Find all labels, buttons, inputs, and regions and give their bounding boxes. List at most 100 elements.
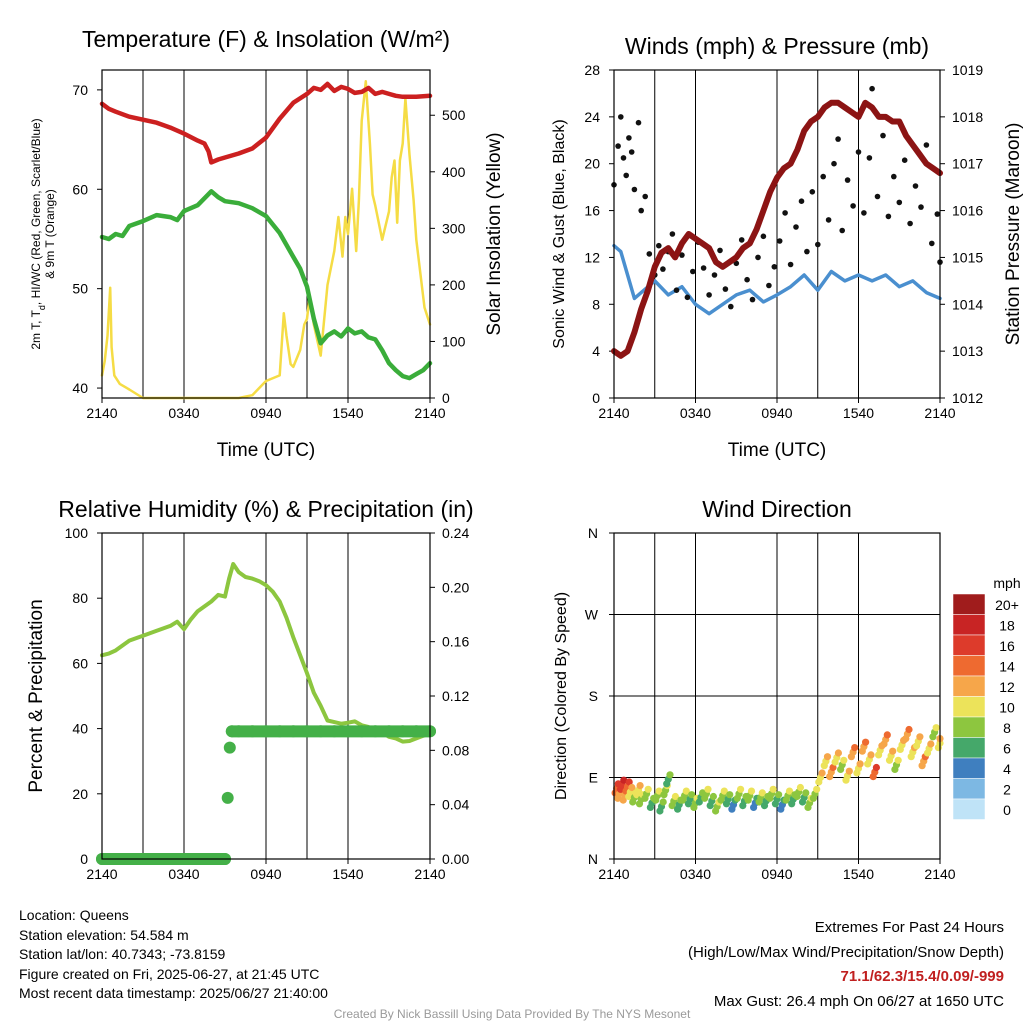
gust-point [760,233,767,240]
gust-point [635,119,642,126]
direction-point [845,767,853,775]
legend-label: 20+ [995,597,1019,613]
x-tick-label: 0340 [680,405,711,421]
gust-point [934,211,941,217]
y-tick-label: 100 [65,525,89,541]
direction-point [720,787,728,795]
y2-tick-label: 0.04 [442,797,469,813]
y2-tick-label: 400 [442,164,466,180]
gust-point [749,296,756,303]
legend-label: 8 [1003,720,1011,736]
x-tick-label: 2140 [598,405,629,421]
y-tick-label: S [589,688,598,704]
y-tick-label: 40 [72,721,88,737]
x-tick-label: 2140 [86,405,117,421]
direction-point [927,740,935,748]
direction-point [840,756,848,764]
gust-point [844,177,851,183]
direction-point [796,783,805,792]
y2-tick-label: 100 [442,333,466,349]
gust-point [684,294,691,301]
y-tick-label: 28 [584,62,600,78]
direction-point [916,733,924,741]
station-info: Location: Queens Station elevation: 54.5… [19,906,328,1004]
gust-point [690,268,696,275]
gust-point [700,265,707,271]
y2-tick-label: 500 [442,107,466,123]
precip-point [223,741,236,754]
max-gust-text: Max Gust: 26.4 mph On 06/27 at 1650 UTC [713,992,1004,1010]
plot-border [613,69,941,399]
legend-label: 18 [999,618,1015,634]
winds-panel: 2140 0340 0940 1540 2140 Winds (mph) & Pressu… [551,33,1024,461]
y2-tick-label: 1018 [952,109,983,125]
gust-point [804,248,810,255]
legend-swatch [952,716,986,738]
y-axis-label-line2: & 9m T (Orange) [43,189,57,279]
direction-point [813,785,821,793]
gust-point [631,186,638,193]
gust-point [912,183,919,189]
direction-point [932,724,940,732]
legend-swatch [952,655,986,677]
credit-text: Created By Nick Bassill Using Data Provi… [333,1007,691,1021]
gust-point [839,227,845,234]
x-tick-label: 1540 [843,866,874,882]
gust-point [771,264,778,270]
direction-point [802,789,810,797]
legend-swatch [952,798,986,820]
legend-swatch [952,614,986,636]
y-axis-label: Direction (Colored By Speed) [553,592,570,800]
gust-point [923,142,930,148]
gust-point [855,149,862,155]
y2-tick-label: 1012 [952,390,983,406]
direction-point [775,791,783,799]
direction-point [636,782,644,790]
x-tick-label: 0940 [761,405,792,421]
gust-point [646,251,653,257]
direction-point [834,749,843,757]
plot-border [101,69,431,399]
y-tick-label: 80 [72,590,88,606]
gust-point [660,266,666,272]
y2-axis-label: Station Pressure (Maroon) [1003,123,1024,346]
y2-axis-label: Solar Insolation (Yellow) [484,132,505,335]
legend-label: 14 [999,659,1015,675]
direction-point [889,747,897,755]
gust-point [744,276,750,283]
gust-point [793,224,799,230]
pressure-line [611,99,943,359]
y-tick-label: 0 [80,851,88,867]
gust-point [755,254,761,261]
y-tick-label: 12 [584,249,600,265]
legend-title: mph [993,575,1020,591]
extremes-title: Extremes For Past 24 Hours [814,919,1004,936]
extremes-values: 71.1/62.3/15.4/0.09/-999 [840,968,1004,985]
gust-point [706,292,712,298]
x-tick-label: 0940 [250,405,281,421]
direction-point [666,771,674,779]
y-axis-label-part: 2m T, T [29,309,43,349]
gust-point [722,286,729,292]
gust-point [907,220,913,227]
direction-point [769,785,777,793]
x-axis-label: Time (UTC) [728,440,827,461]
location-text: Location: Queens [19,907,129,923]
x-tick-label: 1540 [332,866,363,882]
gust-point [861,210,867,216]
y-tick-label: E [589,770,598,786]
x-tick-label: 2140 [86,866,117,882]
wind-direction-panel: 2140 0340 0940 1540 2140 Wind Direction N E S W N D… [553,496,956,882]
direction-point [905,725,913,734]
gust-point [656,242,662,249]
direction-point [829,763,837,772]
y-axis-label: Percent & Precipitation [26,599,47,792]
legend-swatch [952,634,986,656]
y2-tick-label: 0.08 [442,742,469,758]
legend-swatch [952,778,986,800]
y-tick-label: 0 [592,390,600,406]
gust-point [738,237,745,243]
y-tick-label: N [588,525,598,541]
gust-point [850,203,856,209]
